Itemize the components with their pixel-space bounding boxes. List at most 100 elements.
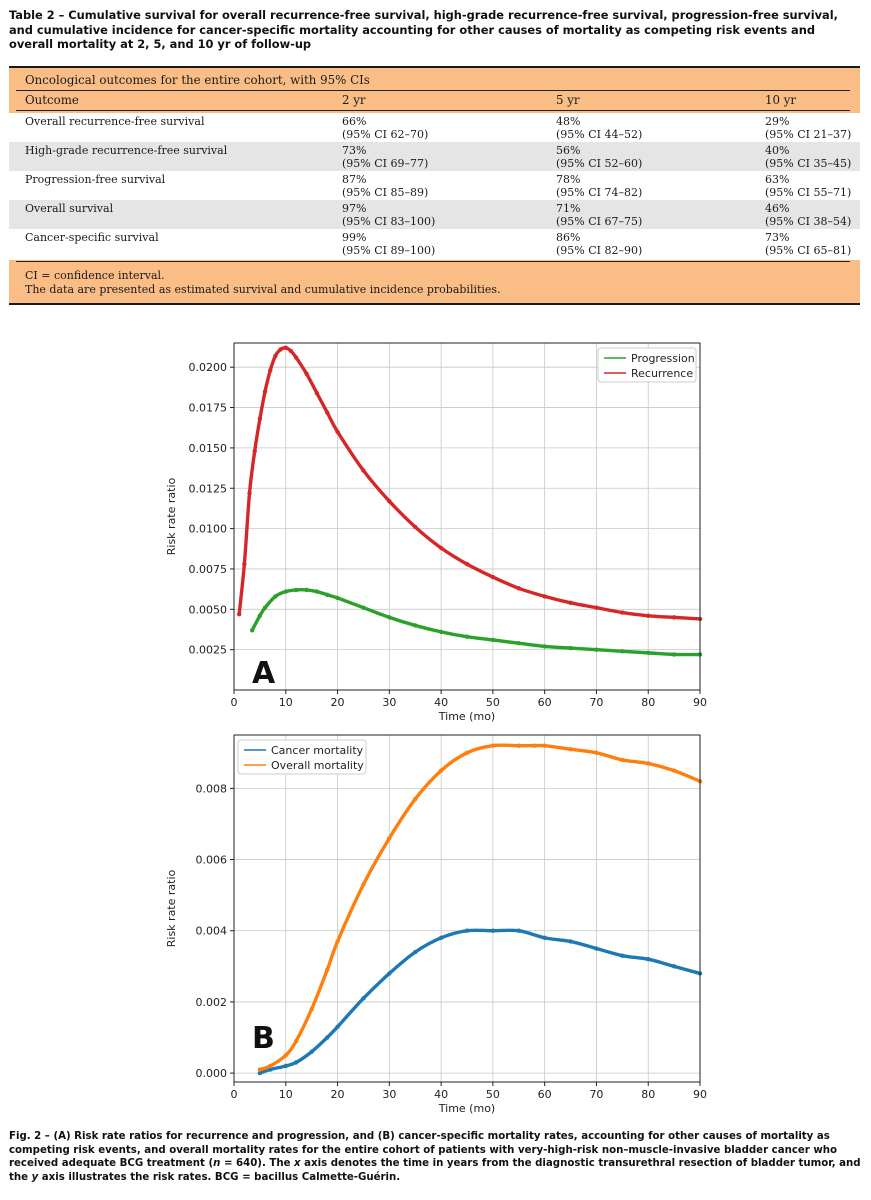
cancer-mortality-point <box>413 949 418 955</box>
recurrence-point <box>413 524 418 530</box>
recurrence-point <box>257 416 263 422</box>
cell-value: 71% <box>556 202 581 215</box>
legend-label: Recurrence <box>631 367 693 380</box>
row-outcome: Overall recurrence-free survival <box>25 115 205 128</box>
x-tick-label: 0 <box>231 696 238 709</box>
recurrence-point <box>262 389 268 394</box>
cell-value: 99% <box>342 231 367 244</box>
cancer-mortality-point <box>542 935 547 941</box>
header-10yr: 10 yr <box>765 93 797 107</box>
recurrence-point <box>671 615 677 620</box>
cancer-mortality-point <box>309 1049 314 1054</box>
recurrence-point <box>252 448 257 454</box>
cell-ci: (95% CI 69–77) <box>342 157 429 170</box>
caption-text-b: axis denotes the time in years from the … <box>9 1158 861 1183</box>
table-rule <box>16 90 850 92</box>
x-tick-label: 60 <box>538 1088 552 1101</box>
overall-mortality-point <box>257 1067 263 1072</box>
y-tick-label: 0.000 <box>196 1067 228 1080</box>
chart-panel-b: 0 10 20 30 40 50 60 70 80 90 0.000 0.002 0.004 0.006 0… <box>165 734 707 1115</box>
caption-x-symbol: x <box>294 1158 301 1169</box>
cancer-mortality-point <box>620 953 625 958</box>
recurrence-point <box>387 498 392 504</box>
progression-point <box>490 637 496 643</box>
overall-mortality-point <box>309 1006 314 1012</box>
caption-n-value: = 640). The <box>220 1158 295 1169</box>
x-axis-label: Time (mo) <box>438 1102 495 1115</box>
cell-value: 66% <box>342 115 367 128</box>
caption-y-symbol: y <box>31 1171 39 1183</box>
progression-point <box>620 649 625 654</box>
cancer-mortality-point <box>646 957 651 962</box>
recurrence-point <box>335 429 340 434</box>
table-row: Progression-free survival 87% (95% CI 85… <box>9 171 860 200</box>
y-tick-label: 0.0075 <box>189 563 228 576</box>
overall-mortality-point <box>325 967 330 973</box>
recurrence-point <box>568 600 573 606</box>
table-rule <box>16 110 850 112</box>
cell-value: 86% <box>556 231 581 244</box>
recurrence-point <box>490 574 496 580</box>
y-tick-label: 0.004 <box>196 925 228 938</box>
x-tick-label: 20 <box>331 1088 345 1101</box>
overall-mortality-point <box>268 1063 273 1069</box>
cell-ci: (95% CI 35–45) <box>765 157 852 170</box>
cancer-mortality-point <box>438 935 444 941</box>
y-axis-label: Risk rate ratio <box>165 477 178 555</box>
recurrence-point <box>236 611 242 617</box>
recurrence-point <box>594 605 599 610</box>
progression-point <box>293 587 299 593</box>
cell-value: 29% <box>765 115 790 128</box>
cell-value: 46% <box>765 202 790 215</box>
progression-point <box>249 628 255 633</box>
x-tick-label: 70 <box>589 1088 603 1101</box>
cell-ci: (95% CI 67–75) <box>556 215 643 228</box>
x-tick-label: 90 <box>693 1088 707 1101</box>
cell-ci: (95% CI 62–70) <box>342 128 429 141</box>
recurrence-point <box>278 347 283 352</box>
overall-mortality-point <box>283 1053 288 1058</box>
recurrence-point <box>620 610 625 615</box>
table-section-title: Oncological outcomes for the entire coho… <box>25 73 370 87</box>
progression-point <box>257 613 263 618</box>
overall-mortality-point <box>464 750 470 755</box>
oncological-outcomes-table: Oncological outcomes for the entire coho… <box>9 66 860 305</box>
progression-point <box>387 615 392 620</box>
x-tick-label: 0 <box>231 1088 238 1101</box>
legend-label: Overall mortality <box>271 759 364 772</box>
overall-mortality-point <box>532 743 537 748</box>
recurrence-point <box>242 561 247 567</box>
progression-point <box>516 640 521 646</box>
x-tick-label: 40 <box>434 1088 448 1101</box>
recurrence-point <box>361 468 366 473</box>
recurrence-point <box>646 613 651 618</box>
recurrence-point <box>288 348 294 354</box>
x-tick-label: 50 <box>486 696 500 709</box>
cancer-mortality-point <box>516 928 521 933</box>
chart-panel-a: 0 10 20 30 40 50 60 70 80 90 0.0025 0.0050 0.0075 0.0… <box>165 342 707 723</box>
overall-mortality-point <box>620 757 625 763</box>
y-tick-label: 0.0100 <box>189 523 228 536</box>
cell-value: 56% <box>556 144 581 157</box>
cancer-mortality-point <box>268 1067 273 1072</box>
cancer-mortality-point <box>387 971 392 976</box>
x-tick-label: 60 <box>538 696 552 709</box>
y-tick-label: 0.006 <box>196 854 228 867</box>
header-2yr: 2 yr <box>342 93 366 107</box>
x-tick-label: 10 <box>279 1088 293 1101</box>
y-tick-label: 0.002 <box>196 996 228 1009</box>
overall-mortality-point <box>361 882 366 887</box>
progression-point <box>325 592 330 597</box>
recurrence-point <box>516 586 521 591</box>
header-5yr: 5 yr <box>556 93 580 107</box>
cell-ci: (95% CI 85–89) <box>342 186 429 199</box>
footnote-data: The data are presented as estimated surv… <box>25 283 501 296</box>
cell-value: 97% <box>342 202 367 215</box>
cell-value: 40% <box>765 144 790 157</box>
cancer-mortality-point <box>257 1070 263 1076</box>
cell-value: 73% <box>342 144 367 157</box>
progression-point <box>542 644 547 649</box>
x-tick-label: 20 <box>331 696 345 709</box>
legend-label: Cancer mortality <box>271 744 364 757</box>
row-outcome: Cancer-specific survival <box>25 231 159 244</box>
